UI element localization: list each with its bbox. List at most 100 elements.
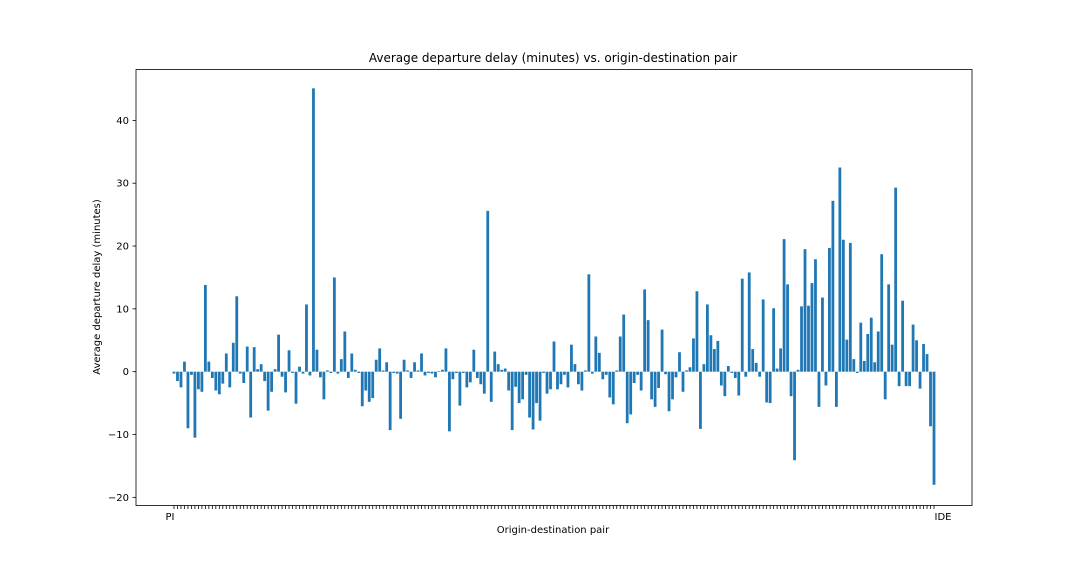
bar: [402, 359, 406, 372]
y-tick-label: 30: [116, 179, 129, 190]
bar: [381, 370, 385, 372]
bar: [807, 305, 810, 372]
bar: [500, 369, 504, 372]
bar: [772, 308, 776, 372]
bar: [873, 362, 877, 372]
bar: [252, 347, 256, 372]
bar: [706, 304, 709, 372]
bar: [458, 371, 462, 406]
bar: [911, 324, 915, 372]
bar: [733, 371, 737, 378]
bar: [566, 371, 570, 388]
bar: [887, 284, 891, 372]
bar: [688, 367, 692, 372]
bar: [779, 348, 782, 372]
bar: [217, 371, 221, 395]
bar: [224, 353, 228, 372]
bar: [664, 371, 667, 375]
bar: [831, 200, 835, 372]
bar: [489, 371, 493, 402]
bar: [374, 359, 378, 372]
bar: [660, 329, 664, 372]
bar: [406, 370, 409, 372]
bar: [730, 371, 734, 373]
bar: [747, 272, 751, 372]
bar: [301, 371, 305, 374]
bar: [594, 336, 598, 372]
x-axis-label: Origin-destination pair: [497, 525, 610, 536]
bar: [726, 366, 730, 372]
bar: [193, 371, 197, 438]
bar: [277, 334, 280, 372]
bar: [207, 361, 211, 372]
bar: [437, 371, 441, 372]
bar: [263, 371, 267, 382]
bar: [852, 359, 856, 372]
bar: [671, 371, 674, 400]
bar: [350, 353, 354, 372]
bar: [385, 362, 389, 372]
bar: [712, 349, 716, 372]
bar: [249, 371, 253, 418]
bar: [423, 371, 427, 376]
y-tick-label: 10: [116, 304, 129, 315]
bar: [210, 371, 214, 378]
bar: [862, 361, 866, 372]
bar: [622, 314, 626, 372]
bar: [646, 320, 650, 372]
bar: [737, 371, 741, 396]
bar: [702, 364, 706, 372]
bar: [904, 371, 908, 387]
bar: [768, 371, 772, 404]
bar: [486, 210, 490, 372]
bar: [266, 371, 270, 411]
bar: [583, 370, 587, 372]
bar: [454, 371, 458, 373]
bar: [775, 368, 779, 372]
bar: [291, 371, 294, 373]
x-tick-label-last: IDE: [935, 512, 952, 523]
bar: [590, 371, 594, 374]
bar: [528, 371, 531, 418]
bar: [859, 322, 863, 372]
bar: [395, 371, 399, 374]
bar: [186, 371, 190, 429]
bar: [517, 371, 521, 404]
bar: [493, 351, 497, 372]
bar: [615, 370, 619, 372]
bar: [608, 371, 612, 398]
bar: [922, 344, 925, 372]
bar: [441, 369, 444, 372]
bar: [765, 371, 769, 403]
bar: [597, 352, 601, 372]
bar: [754, 362, 758, 372]
bar: [465, 371, 469, 388]
bar: [876, 331, 880, 372]
bar: [695, 291, 699, 372]
bar: [880, 254, 884, 372]
bar: [716, 340, 720, 372]
bar: [228, 371, 232, 388]
bar: [315, 349, 319, 372]
bar: [197, 371, 200, 390]
bar: [420, 353, 423, 372]
bar: [479, 371, 483, 385]
bar: [678, 352, 681, 372]
bar: [221, 371, 225, 384]
bar: [577, 371, 580, 385]
bar: [521, 371, 525, 400]
bar: [845, 339, 849, 372]
bar: [744, 371, 748, 377]
bar: [270, 371, 274, 392]
bar: [183, 361, 186, 372]
bar: [667, 371, 671, 412]
bar: [238, 371, 242, 374]
bar: [866, 333, 870, 372]
bar: [413, 362, 416, 372]
bar: [828, 247, 831, 372]
bar: [897, 371, 901, 387]
bar: [545, 371, 549, 394]
bar: [510, 371, 514, 431]
